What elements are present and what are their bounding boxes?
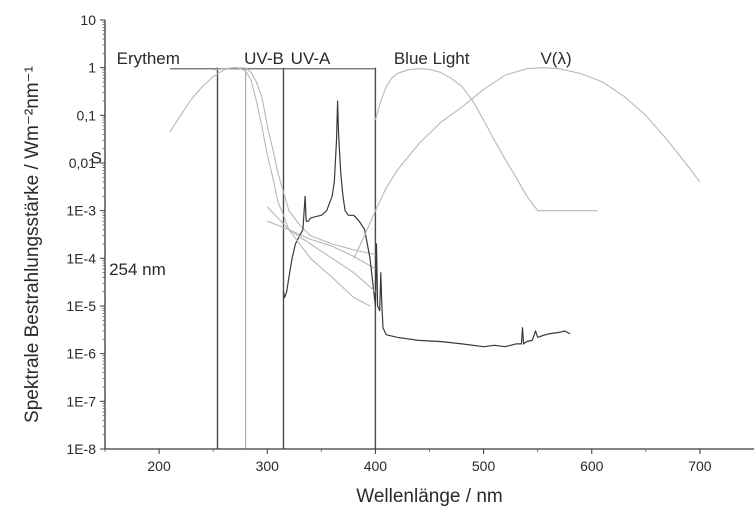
y-tick-label: 0,01	[69, 155, 96, 171]
y-tick-label: 1E-7	[66, 393, 96, 409]
annotation-254-nm: 254 nm	[109, 260, 166, 279]
annotation-uv-b: UV-B	[244, 49, 284, 68]
x-tick-label: 700	[688, 458, 712, 474]
series-line-erythem	[213, 67, 376, 256]
x-tick-label: 500	[472, 458, 496, 474]
annotation-s: S	[91, 149, 102, 168]
annotation-v: V(λ)	[540, 49, 571, 68]
y-axis-title: Spektrale Bestrahlungsstärke / Wm⁻²nm⁻¹	[22, 66, 43, 423]
plot-layer	[169, 67, 701, 449]
x-axis-title: Wellenlänge / nm	[356, 486, 502, 507]
series-line-lamp	[282, 100, 571, 348]
axis-layer	[100, 19, 754, 454]
annotation-uv-a: UV-A	[291, 49, 331, 68]
series-line-v	[353, 67, 701, 259]
x-tick-label: 200	[147, 458, 171, 474]
y-tick-label: 1	[88, 60, 96, 76]
label-layer: 1E-8 1E-7 1E-6 1E-5 1E-4 1E-3 0,01 0,1 1 10 200 300…	[22, 12, 712, 507]
x-tick-label: 600	[580, 458, 604, 474]
annotation-erythem: Erythem	[117, 49, 180, 68]
y-tick-label: 0,1	[77, 107, 97, 123]
series-line-diag-2	[266, 206, 371, 307]
y-tick-label: 1E-3	[66, 203, 96, 219]
y-tick-label: 1E-4	[66, 250, 96, 266]
y-tick-label: 1E-8	[66, 441, 96, 457]
series-line-diag-1	[267, 220, 376, 293]
y-tick-label: 1E-5	[66, 298, 96, 314]
series-line-s	[169, 67, 376, 270]
series-line-blue-light	[374, 68, 549, 212]
annotation-blue-light: Blue Light	[394, 49, 470, 68]
x-tick-label: 400	[364, 458, 388, 474]
y-tick-label: 1E-6	[66, 346, 96, 362]
x-tick-label: 300	[256, 458, 280, 474]
y-tick-label: 10	[80, 12, 96, 28]
